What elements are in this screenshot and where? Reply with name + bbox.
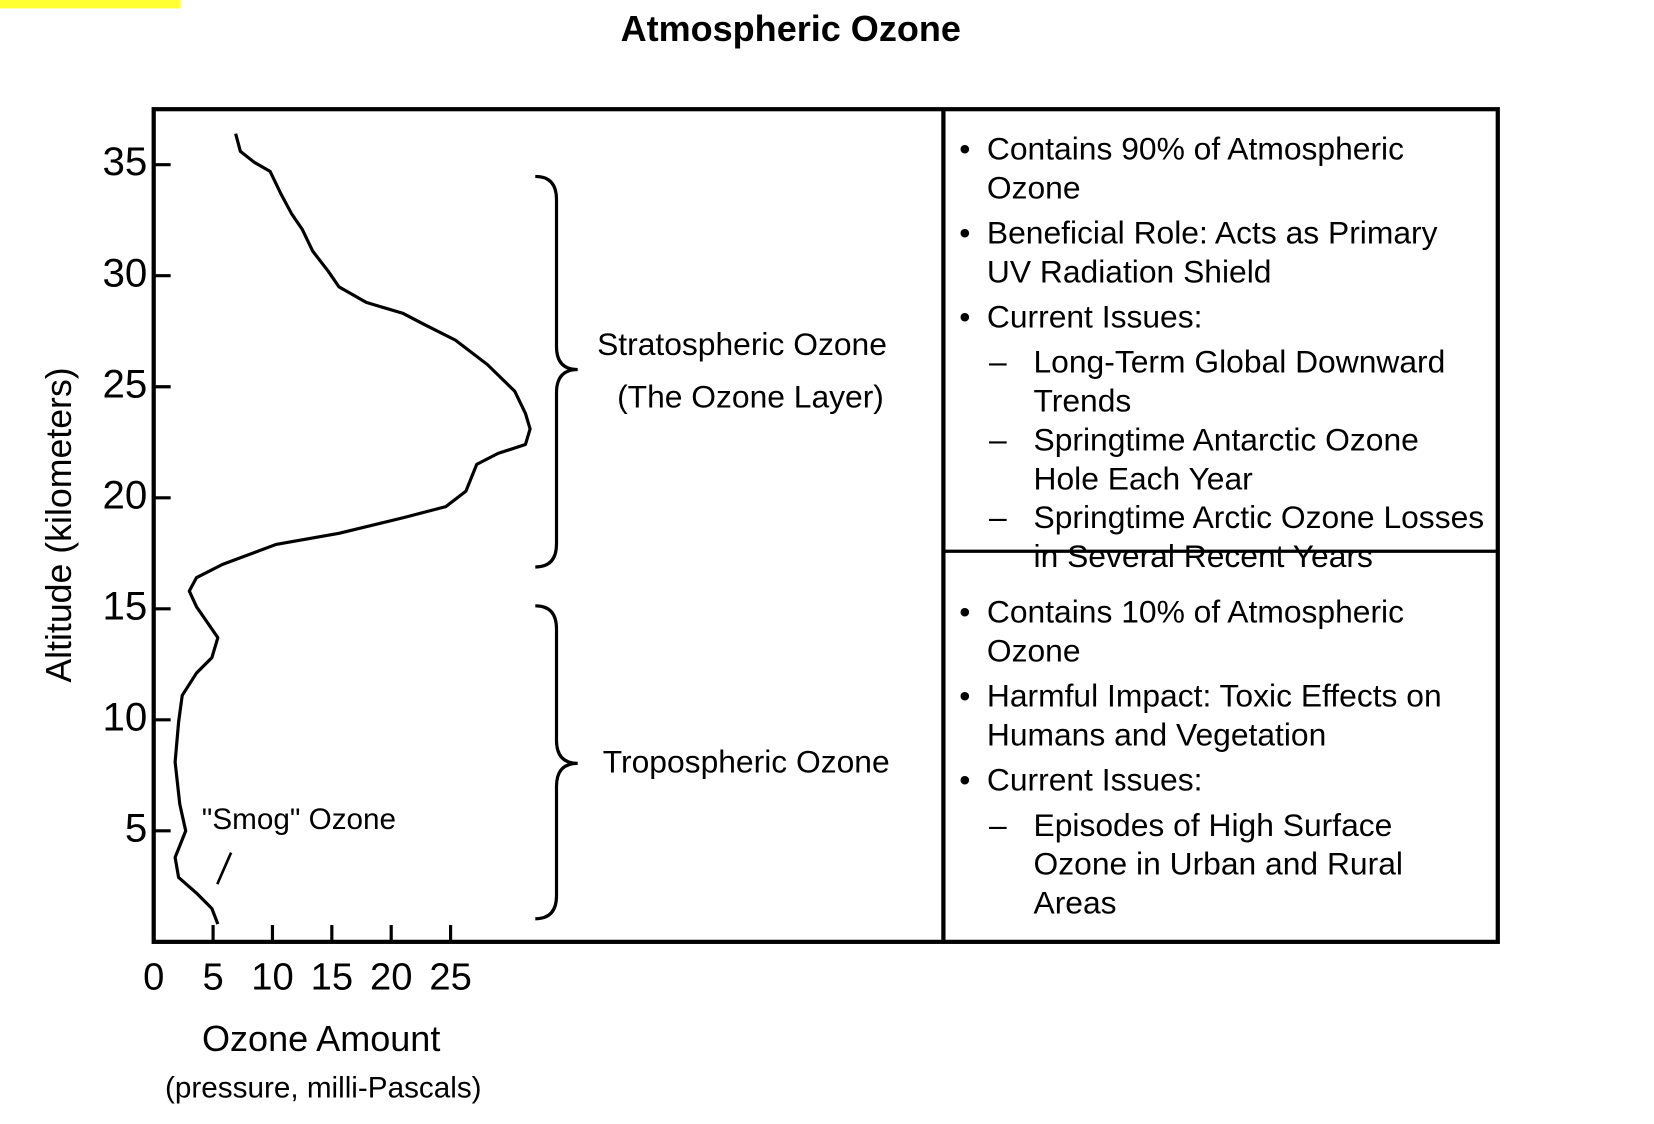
- bullet-text: Current Issues:: [986, 763, 1203, 798]
- x-tick-label: 0: [143, 957, 164, 999]
- x-tick-label: 20: [370, 957, 412, 999]
- sub-bullet: Long-Term Global Downward Trends: [959, 343, 1489, 421]
- sub-bullet: Springtime Antarctic Ozone Hole Each Yea…: [959, 421, 1489, 499]
- chart-title: Atmospheric Ozone: [621, 9, 961, 49]
- y-tick-label: 15: [103, 584, 148, 628]
- bullet: Harmful Impact: Toxic Effects on Humans …: [959, 677, 1489, 755]
- y-tick-label: 5: [125, 807, 147, 851]
- highlight: [0, 0, 181, 9]
- annotation: "Smog" Ozone: [202, 803, 396, 836]
- bullet: Contains 10% of Atmospheric Ozone: [959, 593, 1489, 671]
- annotation: (The Ozone Layer): [617, 378, 884, 414]
- panel: Contains 90% of Atmospheric Ozone Benefic…: [959, 130, 1489, 576]
- pointer: [216, 852, 233, 885]
- bullet: Contains 90% of Atmospheric Ozone: [959, 130, 1489, 208]
- list: Contains 90% of Atmospheric Ozone Benefic…: [959, 130, 1489, 576]
- y-tick-label: 30: [103, 251, 148, 295]
- bullet-text: Contains 10% of Atmospheric Ozone: [986, 595, 1405, 669]
- sub-bullet: Episodes of High Surface Ozone in Urban …: [959, 806, 1489, 923]
- brace: [535, 604, 578, 921]
- y-tick-label: 20: [103, 473, 148, 517]
- panel: Contains 10% of Atmospheric Ozone Harmful…: [959, 593, 1489, 923]
- y-tick-label: 25: [103, 362, 148, 406]
- bullet: Current Issues:: [959, 761, 1489, 800]
- bullet: Beneficial Role: Acts as Primary UV Radi…: [959, 214, 1489, 292]
- bullet-text: Current Issues:: [986, 300, 1203, 335]
- bullet-text: Harmful Impact: Toxic Effects on Humans …: [986, 679, 1442, 753]
- bullet: Current Issues:: [959, 298, 1489, 337]
- frame: [151, 107, 1500, 944]
- y-axis-label: Altitude (kilometers): [39, 367, 79, 682]
- list: Contains 10% of Atmospheric Ozone Harmful…: [959, 593, 1489, 923]
- y-tick-label: 10: [103, 696, 148, 740]
- annotation: Stratospheric Ozone: [597, 326, 887, 362]
- brace: [535, 174, 578, 569]
- x-tick-label: 15: [311, 957, 353, 999]
- x-tick-label: 10: [251, 957, 293, 999]
- x-tick-label: 5: [202, 957, 223, 999]
- profile-line: [173, 133, 532, 925]
- x-axis-label: Ozone Amount: [202, 1019, 440, 1059]
- bullet-text: Contains 90% of Atmospheric Ozone: [986, 132, 1405, 206]
- annotation: Tropospheric Ozone: [603, 744, 890, 780]
- x-tick-label: 25: [429, 957, 471, 999]
- sub-bullet: Springtime Arctic Ozone Losses in Severa…: [959, 499, 1489, 577]
- bullet-text: Beneficial Role: Acts as Primary UV Radi…: [986, 216, 1438, 290]
- y-tick-label: 35: [103, 140, 148, 184]
- x-axis-sublabel: (pressure, milli-Pascals): [165, 1072, 482, 1105]
